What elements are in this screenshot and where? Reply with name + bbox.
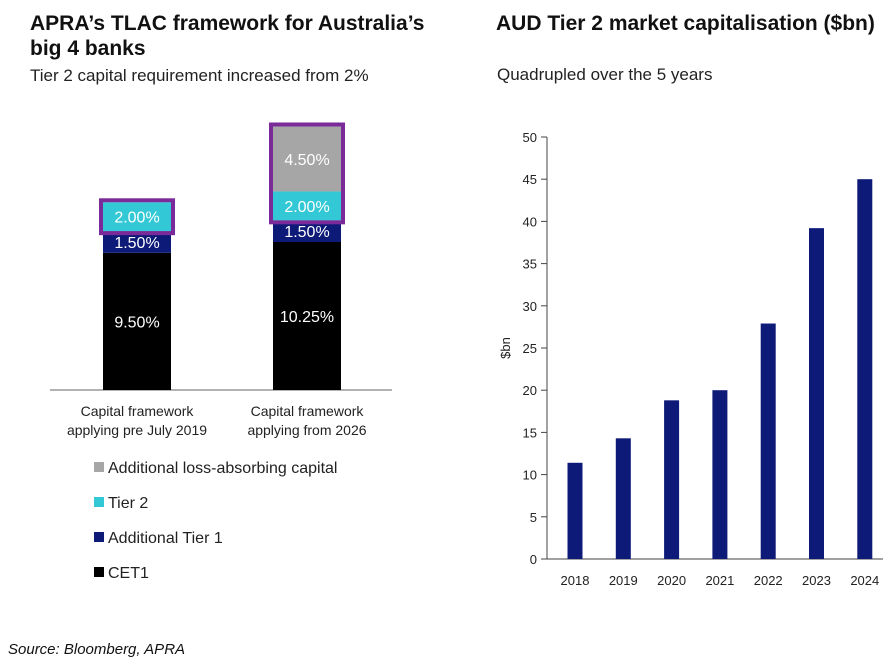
- x-tick-label-2022: 2022: [754, 573, 783, 588]
- x-tick-label-2023: 2023: [802, 573, 831, 588]
- bar-2021: [712, 390, 728, 559]
- y-tick-label-5: 5: [530, 510, 537, 525]
- category-label-1-line2: applying pre July 2019: [67, 422, 207, 438]
- bar-segment-tier2-1: [103, 202, 171, 232]
- legend-label-lac: Additional loss-absorbing capital: [108, 460, 337, 477]
- legend-label-at1: Additional Tier 1: [108, 530, 223, 547]
- segment-label-at1-1: 1.50%: [114, 235, 159, 252]
- y-tick-label-15: 15: [523, 425, 537, 440]
- bar-segment-at1-2: [273, 220, 341, 242]
- legend-label-tier2: Tier 2: [108, 495, 148, 512]
- bar-2022: [760, 323, 776, 559]
- y-tick-label-50: 50: [523, 130, 537, 145]
- highlight-box-2: [269, 122, 345, 225]
- bar-segment-lac-2: [273, 126, 341, 192]
- bar-2019: [615, 438, 631, 559]
- y-tick-label-30: 30: [523, 299, 537, 314]
- left-chart-title-line2: big 4 banks: [30, 37, 146, 60]
- legend-label-cet1: CET1: [108, 565, 149, 582]
- x-tick-label-2019: 2019: [609, 573, 638, 588]
- y-tick-label-10: 10: [523, 468, 537, 483]
- segment-label-at1-2: 1.50%: [284, 224, 329, 241]
- left-chart-subtitle: Tier 2 capital requirement increased fro…: [30, 66, 369, 85]
- right-chart-subtitle: Quadrupled over the 5 years: [497, 65, 712, 84]
- y-tick-label-40: 40: [523, 214, 537, 229]
- x-tick-label-2021: 2021: [705, 573, 734, 588]
- legend-swatch-cet1: [94, 567, 104, 577]
- segment-label-cet1-1: 9.50%: [114, 314, 159, 331]
- tlac-stacked-bar-chart: 9.50% 1.50% 2.00% 10.25% 1.50% 2.00% 4.50% Cap…: [50, 122, 392, 582]
- segment-label-lac-2: 4.50%: [284, 152, 329, 169]
- right-chart-title: AUD Tier 2 market capitalisation ($bn): [496, 12, 875, 35]
- bar-segment-tier2-2: [273, 191, 341, 221]
- legend-swatch-lac: [94, 462, 104, 472]
- y-tick-label-25: 25: [523, 341, 537, 356]
- y-axis-label: $bn: [498, 337, 513, 359]
- left-chart-title-line1: APRA’s TLAC framework for Australia’s: [30, 12, 424, 35]
- bar-2020: [664, 400, 680, 559]
- highlight-box-1: [99, 198, 175, 236]
- category-label-1-line1: Capital framework: [81, 403, 195, 419]
- bar-segment-cet1-2: [273, 242, 341, 390]
- category-label-2-line2: applying from 2026: [247, 422, 366, 438]
- source-note: Source: Bloomberg, APRA: [8, 641, 185, 658]
- bar-2024: [857, 179, 873, 559]
- x-tick-label-2018: 2018: [561, 573, 590, 588]
- y-tick-label-20: 20: [523, 383, 537, 398]
- bar-segment-cet1-1: [103, 252, 171, 390]
- bar-segment-at1-1: [103, 231, 171, 253]
- y-tick-label-35: 35: [523, 257, 537, 272]
- x-tick-label-2024: 2024: [850, 573, 879, 588]
- tier2-market-cap-bar-chart: $bn 0 5 10 15 20 25 30 35 40 45 50 2018 2019 2020 202…: [498, 130, 883, 588]
- bar-2018: [567, 462, 583, 559]
- legend-swatch-at1: [94, 532, 104, 542]
- x-tick-label-2020: 2020: [657, 573, 686, 588]
- segment-label-cet1-2: 10.25%: [280, 309, 334, 326]
- legend-swatch-tier2: [94, 497, 104, 507]
- y-tick-label-0: 0: [530, 552, 537, 567]
- bar-2023: [809, 228, 824, 560]
- segment-label-tier2-1: 2.00%: [114, 210, 159, 227]
- category-label-2-line1: Capital framework: [251, 403, 365, 419]
- segment-label-tier2-2: 2.00%: [284, 199, 329, 216]
- y-tick-label-45: 45: [523, 172, 537, 187]
